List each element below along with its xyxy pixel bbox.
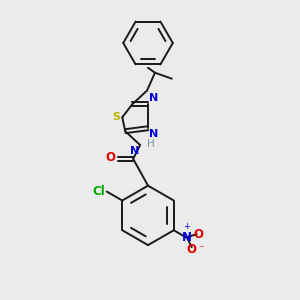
Text: ⁻: ⁻ [199,244,205,254]
Text: O: O [187,243,197,256]
Text: N: N [182,231,192,244]
Text: O: O [105,152,115,164]
Text: N: N [149,129,158,139]
Text: O: O [194,228,204,241]
Text: N: N [130,146,139,156]
Text: S: S [112,112,120,122]
Text: +: + [183,222,190,231]
Text: Cl: Cl [92,185,105,198]
Text: N: N [149,93,158,103]
Text: H: H [147,139,155,149]
